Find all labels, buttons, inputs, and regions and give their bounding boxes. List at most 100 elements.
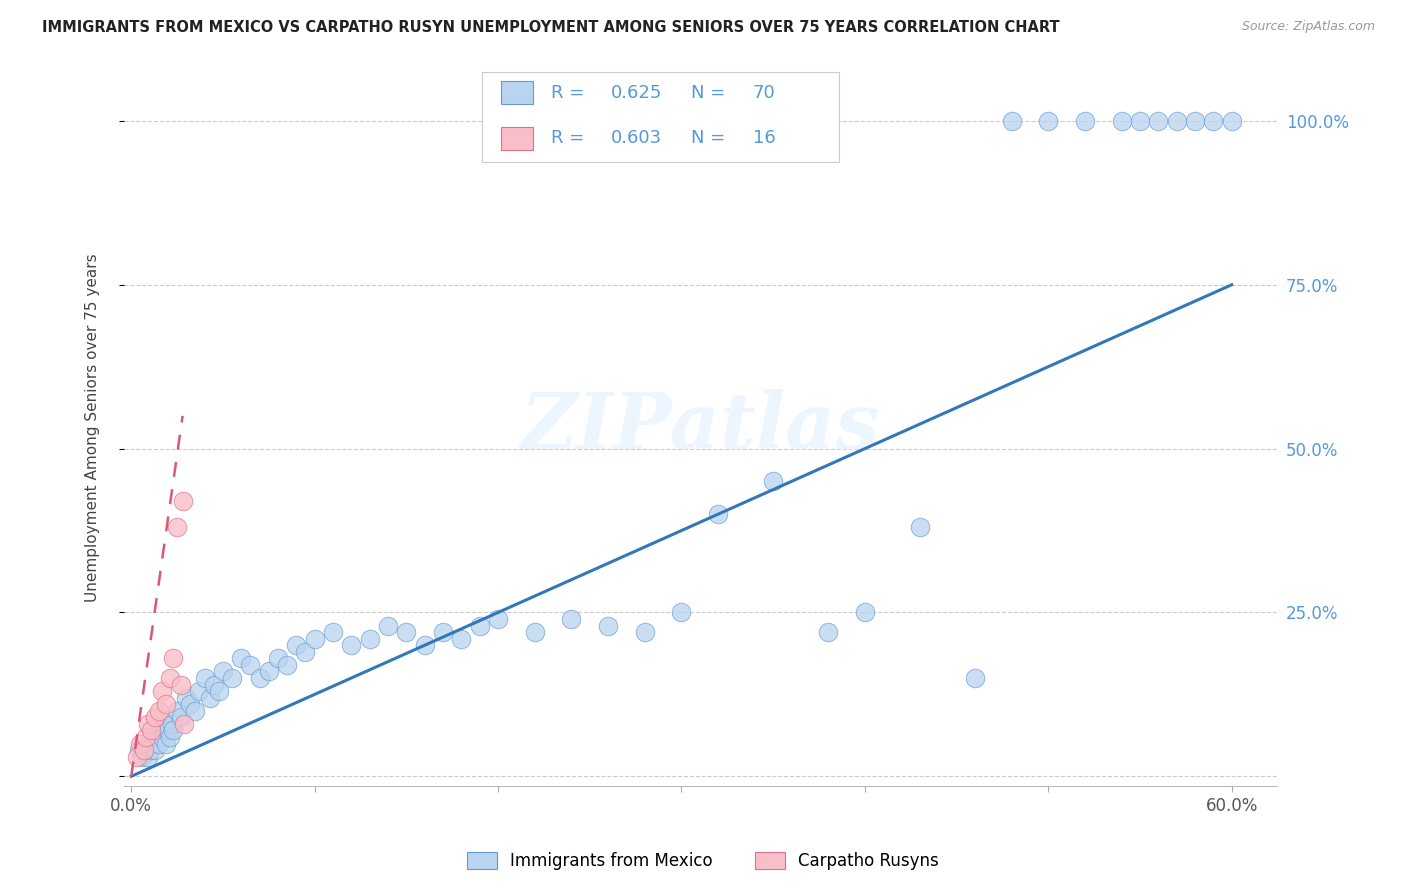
Point	[1000, 114, 1022, 128]
Point	[141, 723, 163, 738]
Point	[450, 632, 472, 646]
Point	[159, 671, 181, 685]
Point	[853, 606, 876, 620]
Point	[231, 651, 253, 665]
Point	[1129, 114, 1152, 128]
Point	[560, 612, 582, 626]
Point	[129, 737, 152, 751]
Point	[212, 665, 235, 679]
Bar	[501, 81, 533, 104]
Point	[432, 625, 454, 640]
Point	[377, 618, 399, 632]
Point	[152, 730, 174, 744]
Text: 16: 16	[752, 129, 775, 147]
Point	[135, 730, 157, 744]
Point	[128, 743, 150, 757]
Point	[413, 638, 436, 652]
Point	[148, 737, 170, 751]
Point	[322, 625, 344, 640]
Point	[762, 475, 785, 489]
Text: Source: ZipAtlas.com: Source: ZipAtlas.com	[1241, 20, 1375, 33]
Bar	[501, 127, 533, 150]
Point	[221, 671, 243, 685]
Point	[468, 618, 491, 632]
Text: N =: N =	[692, 129, 731, 147]
Point	[160, 717, 183, 731]
Point	[817, 625, 839, 640]
Point	[340, 638, 363, 652]
Point	[285, 638, 308, 652]
Point	[359, 632, 381, 646]
Point	[963, 671, 986, 685]
Point	[136, 749, 159, 764]
Point	[152, 684, 174, 698]
Point	[276, 657, 298, 672]
Point	[208, 684, 231, 698]
Text: N =: N =	[692, 84, 731, 102]
Point	[257, 665, 280, 679]
Point	[146, 730, 169, 744]
Point	[671, 606, 693, 620]
Point	[179, 697, 201, 711]
Point	[170, 677, 193, 691]
Text: R =: R =	[551, 84, 589, 102]
Point	[143, 743, 166, 757]
Point	[155, 737, 177, 751]
Point	[170, 710, 193, 724]
Point	[188, 684, 211, 698]
Point	[155, 697, 177, 711]
Point	[1166, 114, 1188, 128]
Point	[239, 657, 262, 672]
Point	[267, 651, 290, 665]
Point	[1038, 114, 1060, 128]
Point	[141, 730, 163, 744]
Point	[172, 494, 194, 508]
Y-axis label: Unemployment Among Seniors over 75 years: Unemployment Among Seniors over 75 years	[86, 253, 100, 601]
Point	[1147, 114, 1170, 128]
Text: ZIPatlas: ZIPatlas	[522, 389, 880, 466]
Point	[166, 704, 188, 718]
Point	[184, 704, 207, 718]
Point	[148, 704, 170, 718]
Point	[707, 507, 730, 521]
Text: R =: R =	[551, 129, 589, 147]
Point	[634, 625, 657, 640]
Point	[395, 625, 418, 640]
Point	[136, 717, 159, 731]
Point	[1202, 114, 1225, 128]
Point	[142, 737, 165, 751]
Point	[156, 723, 179, 738]
Point	[131, 749, 153, 764]
Point	[596, 618, 619, 632]
Point	[159, 730, 181, 744]
Point	[132, 743, 155, 757]
Point	[173, 717, 195, 731]
Point	[1111, 114, 1133, 128]
Text: 0.625: 0.625	[610, 84, 662, 102]
Point	[486, 612, 509, 626]
Text: 0.603: 0.603	[610, 129, 662, 147]
Point	[174, 690, 197, 705]
Point	[153, 717, 176, 731]
Point	[249, 671, 271, 685]
Point	[132, 737, 155, 751]
Point	[523, 625, 546, 640]
Point	[1074, 114, 1097, 128]
Point	[138, 743, 160, 757]
Point	[143, 710, 166, 724]
Legend: Immigrants from Mexico, Carpatho Rusyns: Immigrants from Mexico, Carpatho Rusyns	[461, 845, 945, 877]
FancyBboxPatch shape	[481, 72, 839, 161]
Point	[294, 645, 316, 659]
Point	[125, 749, 148, 764]
Point	[908, 520, 931, 534]
Point	[149, 723, 172, 738]
Text: IMMIGRANTS FROM MEXICO VS CARPATHO RUSYN UNEMPLOYMENT AMONG SENIORS OVER 75 YEAR: IMMIGRANTS FROM MEXICO VS CARPATHO RUSYN…	[42, 20, 1060, 35]
Point	[166, 520, 188, 534]
Text: 70: 70	[752, 84, 775, 102]
Point	[202, 677, 225, 691]
Point	[194, 671, 217, 685]
Point	[304, 632, 326, 646]
Point	[1184, 114, 1206, 128]
Point	[198, 690, 221, 705]
Point	[162, 651, 184, 665]
